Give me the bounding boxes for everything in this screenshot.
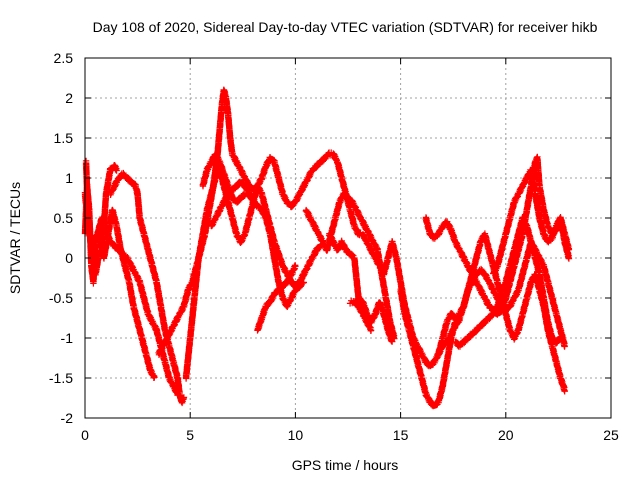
series-s7	[208, 178, 307, 310]
x-tick-label: 10	[288, 427, 304, 443]
plot-frame	[84, 57, 612, 419]
y-tick-label: -2	[61, 410, 74, 426]
series-s1	[81, 181, 158, 381]
y-tick-label: 2	[65, 90, 73, 106]
y-tick-label: 1.5	[54, 130, 74, 146]
chart-title: Day 108 of 2020, Sidereal Day-to-day VTE…	[93, 19, 598, 35]
data-point-markers	[325, 230, 396, 345]
x-tick-label: 0	[81, 427, 89, 443]
y-tick-label: 2.5	[54, 50, 74, 66]
series-s10	[325, 230, 396, 345]
data-point-markers	[452, 214, 564, 350]
y-tick-label: 0	[65, 250, 73, 266]
x-tick-label: 20	[498, 427, 514, 443]
y-tick-label: -1	[61, 330, 74, 346]
series-s4	[107, 169, 188, 407]
data-point-markers	[81, 181, 158, 381]
y-tick-label: 0.5	[54, 210, 74, 226]
x-tick-label: 5	[186, 427, 194, 443]
data-point-markers	[254, 262, 299, 334]
y-tick-label: -0.5	[49, 290, 73, 306]
data-point-markers	[208, 178, 307, 310]
data-point-markers	[490, 166, 573, 277]
axis-ticks: 0 5 10 15 20 25 -2 -1.5 -1 -0.5 0 0.5 1 1.5 2 2.5	[49, 50, 619, 443]
series-s16	[490, 166, 573, 277]
data-layer	[81, 86, 573, 410]
x-axis-label: GPS time / hours	[292, 457, 399, 473]
data-point-markers	[107, 169, 188, 407]
x-tick-label: 15	[393, 427, 409, 443]
data-point-markers	[199, 150, 249, 206]
x-tick-label: 25	[603, 427, 619, 443]
series-s11	[346, 297, 375, 334]
series-s8	[254, 262, 299, 334]
y-tick-label: 1	[65, 170, 73, 186]
y-axis-label: SDTVAR / TECUs	[7, 182, 23, 294]
series-s17	[199, 150, 249, 206]
series-s15	[452, 214, 564, 350]
y-tick-label: -1.5	[49, 370, 73, 386]
data-point-markers	[346, 297, 375, 334]
